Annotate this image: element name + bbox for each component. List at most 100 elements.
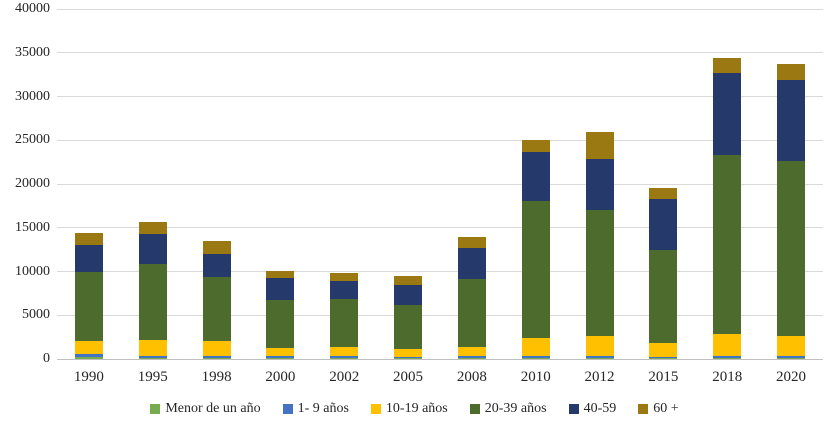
legend-swatch-icon bbox=[150, 404, 161, 414]
y-axis-tick-label: 35000 bbox=[15, 44, 50, 60]
bar-segment bbox=[394, 305, 423, 349]
bar-segment bbox=[777, 335, 806, 357]
legend-label: 10-19 años bbox=[385, 401, 448, 416]
bar-2012 bbox=[585, 132, 614, 359]
bar-segment bbox=[649, 343, 678, 357]
bar-segment bbox=[266, 278, 295, 300]
x-axis-tick-label: 2015 bbox=[648, 369, 679, 385]
bar-segment bbox=[74, 271, 103, 341]
bar-segment bbox=[202, 356, 231, 359]
bar-segment bbox=[777, 356, 806, 359]
bar-segment bbox=[713, 58, 742, 73]
bar-segment bbox=[457, 247, 486, 279]
legend-swatch-icon bbox=[638, 404, 649, 414]
bar-segment bbox=[585, 159, 614, 210]
plot-area bbox=[57, 8, 823, 360]
gridline bbox=[57, 183, 823, 185]
bar-segment bbox=[266, 299, 295, 349]
gridline bbox=[57, 96, 823, 97]
bar-segment bbox=[138, 355, 167, 359]
legend-item: Menor de un año bbox=[150, 401, 261, 417]
bar-1998 bbox=[202, 240, 231, 359]
bar-segment bbox=[649, 250, 678, 344]
x-axis-tick-label: 2018 bbox=[712, 369, 743, 385]
legend-item: 20-39 años bbox=[469, 401, 547, 417]
bar-segment bbox=[202, 277, 231, 342]
gridline bbox=[57, 227, 823, 229]
bar-segment bbox=[394, 358, 423, 359]
bar-segment bbox=[649, 187, 678, 199]
bar-segment bbox=[585, 209, 614, 336]
y-axis-tick-label: 15000 bbox=[15, 219, 50, 235]
bar-segment bbox=[330, 358, 359, 359]
bar-segment bbox=[266, 348, 295, 356]
bar-segment bbox=[585, 335, 614, 356]
bar-segment bbox=[202, 240, 231, 254]
x-axis-tick-label: 1995 bbox=[137, 369, 168, 385]
y-axis-tick-label: 30000 bbox=[15, 88, 50, 104]
bar-segment bbox=[266, 271, 295, 279]
bar-segment bbox=[457, 358, 486, 359]
bar-segment bbox=[777, 79, 806, 161]
bar-segment bbox=[521, 338, 550, 357]
bar-segment bbox=[330, 298, 359, 347]
bar-segment bbox=[266, 355, 295, 359]
y-axis-tick-label: 5000 bbox=[22, 307, 50, 323]
bar-segment bbox=[585, 132, 614, 160]
y-axis-tick-label: 20000 bbox=[15, 176, 50, 191]
bar-segment bbox=[521, 140, 550, 152]
legend-item: 10-19 años bbox=[370, 401, 448, 417]
bar-segment bbox=[138, 233, 167, 265]
bar-segment bbox=[521, 358, 550, 359]
bar-segment bbox=[394, 285, 423, 306]
legend-swatch-icon bbox=[568, 404, 579, 414]
bar-segment bbox=[138, 222, 167, 234]
y-axis-tick-label: 10000 bbox=[15, 263, 50, 279]
gridline bbox=[57, 314, 823, 316]
bar-segment bbox=[138, 358, 167, 359]
bar-segment bbox=[74, 233, 103, 246]
bar-segment bbox=[457, 237, 486, 248]
bar-segment bbox=[266, 358, 295, 359]
bar-segment bbox=[74, 340, 103, 354]
bar-segment bbox=[74, 245, 103, 272]
legend-label: 60 + bbox=[653, 401, 679, 416]
bar-segment bbox=[713, 334, 742, 356]
bar-2020 bbox=[777, 63, 806, 359]
legend-label: 20-39 años bbox=[484, 401, 547, 416]
bar-2010 bbox=[521, 140, 550, 359]
bar-segment bbox=[138, 264, 167, 340]
bar-segment bbox=[138, 339, 167, 356]
bar-2018 bbox=[713, 58, 742, 359]
bar-segment bbox=[521, 200, 550, 338]
gridline bbox=[57, 8, 823, 10]
bar-segment bbox=[777, 63, 806, 80]
bar-segment bbox=[457, 356, 486, 359]
legend-swatch-icon bbox=[282, 404, 293, 414]
bar-segment bbox=[394, 356, 423, 359]
y-axis-tick-label: 0 bbox=[43, 351, 50, 366]
chart-legend: Menor de un año 1- 9 años 10-19 años 20-39 … bbox=[0, 401, 829, 417]
bar-segment bbox=[521, 151, 550, 201]
legend-label: Menor de un año bbox=[165, 401, 261, 416]
bar-segment bbox=[202, 358, 231, 359]
x-axis-tick-label: 2000 bbox=[265, 369, 296, 385]
x-axis-tick-label: 2010 bbox=[520, 369, 551, 385]
legend-label: 40-59 bbox=[583, 401, 617, 416]
bar-segment bbox=[713, 358, 742, 359]
bar-segment bbox=[777, 358, 806, 359]
bar-2008 bbox=[457, 237, 486, 359]
bar-segment bbox=[330, 346, 359, 357]
legend-swatch-icon bbox=[469, 404, 480, 414]
gridline bbox=[57, 358, 823, 360]
x-axis-tick-label: 2020 bbox=[776, 369, 807, 385]
bar-segment bbox=[330, 356, 359, 359]
bar-segment bbox=[394, 275, 423, 286]
gridline bbox=[57, 271, 823, 272]
bar-segment bbox=[74, 357, 103, 359]
bar-segment bbox=[649, 358, 678, 359]
x-axis-tick-label: 2008 bbox=[456, 369, 487, 385]
bar-segment bbox=[777, 160, 806, 336]
bar-2000 bbox=[266, 271, 295, 359]
y-axis-tick-label: 40000 bbox=[15, 0, 50, 16]
